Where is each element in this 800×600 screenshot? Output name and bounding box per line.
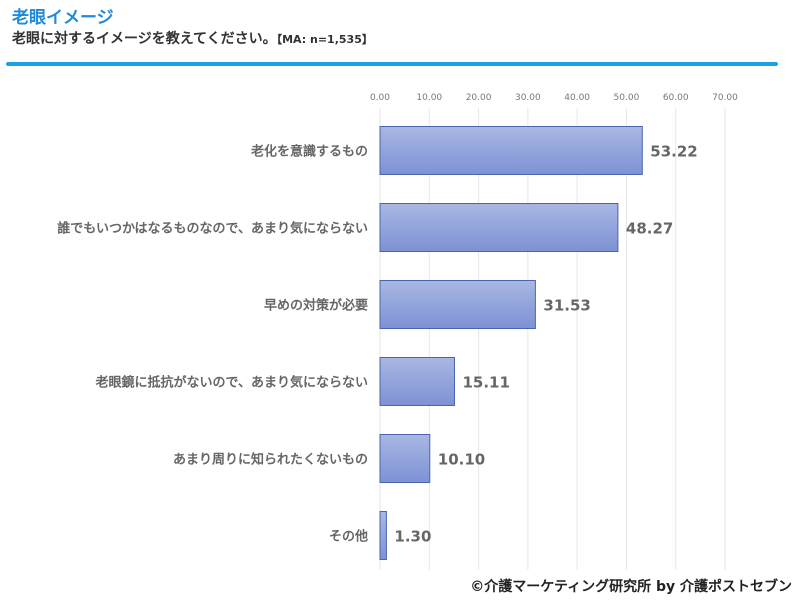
x-tick-label: 50.00 [614,93,640,103]
data-label: 10.10 [438,451,485,469]
credit-text: ©介護マーケティング研究所 by 介護ポストセブン [470,579,792,595]
x-tick-label: 40.00 [564,93,590,103]
bar [379,203,619,252]
x-tick-label: 30.00 [515,93,541,103]
x-tick-label: 0.00 [370,93,390,103]
sample-note: 【MA: n=1,535】 [276,33,373,46]
x-tick-label: 60.00 [663,93,689,103]
header-divider [6,62,778,66]
category-label: あまり周りに知られたくないもの [173,452,368,468]
header: 老眼イメージ 老眼に対するイメージを教えてください。【MA: n=1,535】 [12,8,373,49]
data-label: 31.53 [543,297,590,315]
category-label: その他 [329,529,368,545]
bar [379,434,431,483]
bar [379,280,536,329]
bar [379,511,387,560]
bar [379,357,455,406]
x-tick-label: 20.00 [466,93,492,103]
x-tick-label: 70.00 [712,93,738,103]
category-label: 早めの対策が必要 [264,298,368,314]
x-tick-label: 10.00 [416,93,442,103]
page-title: 老眼イメージ [12,8,114,28]
bar [379,126,643,175]
page-subtitle: 老眼に対するイメージを教えてください。【MA: n=1,535】 [12,30,373,49]
subtitle-text: 老眼に対するイメージを教えてください。 [12,31,277,47]
category-label: 老眼鏡に抵抗がないので、あまり気にならない [95,375,368,391]
data-label: 15.11 [462,374,509,392]
data-label: 1.30 [394,528,431,546]
data-label: 48.27 [626,220,673,238]
category-label: 老化を意識するもの [250,144,368,160]
data-label: 53.22 [650,143,697,161]
category-label: 誰でもいつかはなるものなので、あまり気にならない [57,221,368,237]
